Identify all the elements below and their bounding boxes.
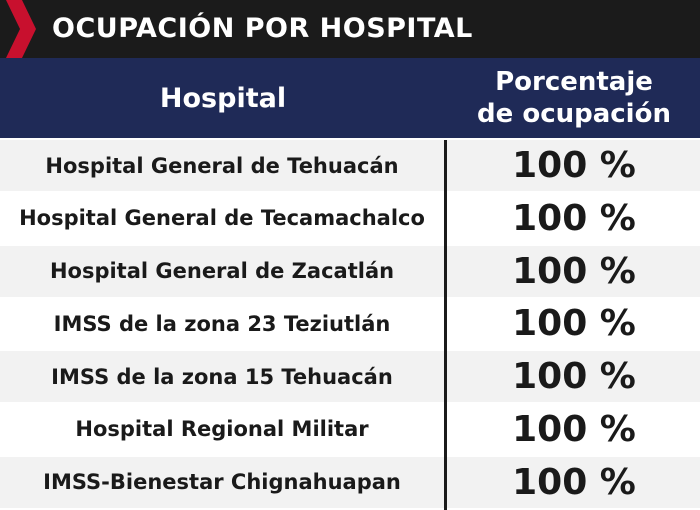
table-body: Hospital General de Tehuacán 100 % Hospi… <box>0 140 700 510</box>
hospital-name: Hospital General de Tehuacán <box>45 153 399 178</box>
table-row: IMSS-Bienestar Chignahuapan 100 % <box>0 456 700 508</box>
column-header-occupancy-line1: Porcentaje <box>495 67 653 97</box>
column-header-hospital: Hospital <box>159 82 287 114</box>
page-title: OCUPACIÓN POR HOSPITAL <box>52 13 473 44</box>
hospital-name: Hospital General de Tecamachalco <box>19 206 425 231</box>
hospital-name: IMSS de la zona 23 Teziutlán <box>53 311 391 336</box>
column-divider <box>444 140 447 510</box>
table-row: IMSS de la zona 15 Tehuacán 100 % <box>0 351 700 403</box>
hospital-name: Hospital General de Zacatlán <box>49 259 395 284</box>
occupancy-value: 100 % <box>512 461 636 503</box>
table-row: Hospital General de Tecamachalco 100 % <box>0 192 700 244</box>
table-row: Hospital General de Zacatlán 100 % <box>0 245 700 297</box>
table-row: IMSS de la zona 23 Teziutlán 100 % <box>0 298 700 350</box>
hospital-name: IMSS-Bienestar Chignahuapan <box>43 470 401 495</box>
column-header-occupancy: Porcentaje de ocupación <box>448 58 700 138</box>
table-row: Hospital Regional Militar 100 % <box>0 403 700 455</box>
occupancy-value: 100 % <box>512 356 636 398</box>
column-header-occupancy-line2: de ocupación <box>477 99 671 129</box>
occupancy-value: 100 % <box>512 145 636 186</box>
occupancy-value: 100 % <box>512 197 636 239</box>
occupancy-value: 100 % <box>512 408 636 450</box>
hospital-name: IMSS de la zona 15 Tehuacán <box>51 364 393 389</box>
chevron-right-icon <box>6 0 36 58</box>
occupancy-value: 100 % <box>512 303 636 345</box>
title-bar: OCUPACIÓN POR HOSPITAL <box>0 0 700 58</box>
table-header: Hospital Porcentaje de ocupación <box>0 58 700 138</box>
table-row: Hospital General de Tehuacán 100 % <box>0 140 700 191</box>
occupancy-value: 100 % <box>512 250 636 292</box>
hospital-name: Hospital Regional Militar <box>75 417 369 442</box>
